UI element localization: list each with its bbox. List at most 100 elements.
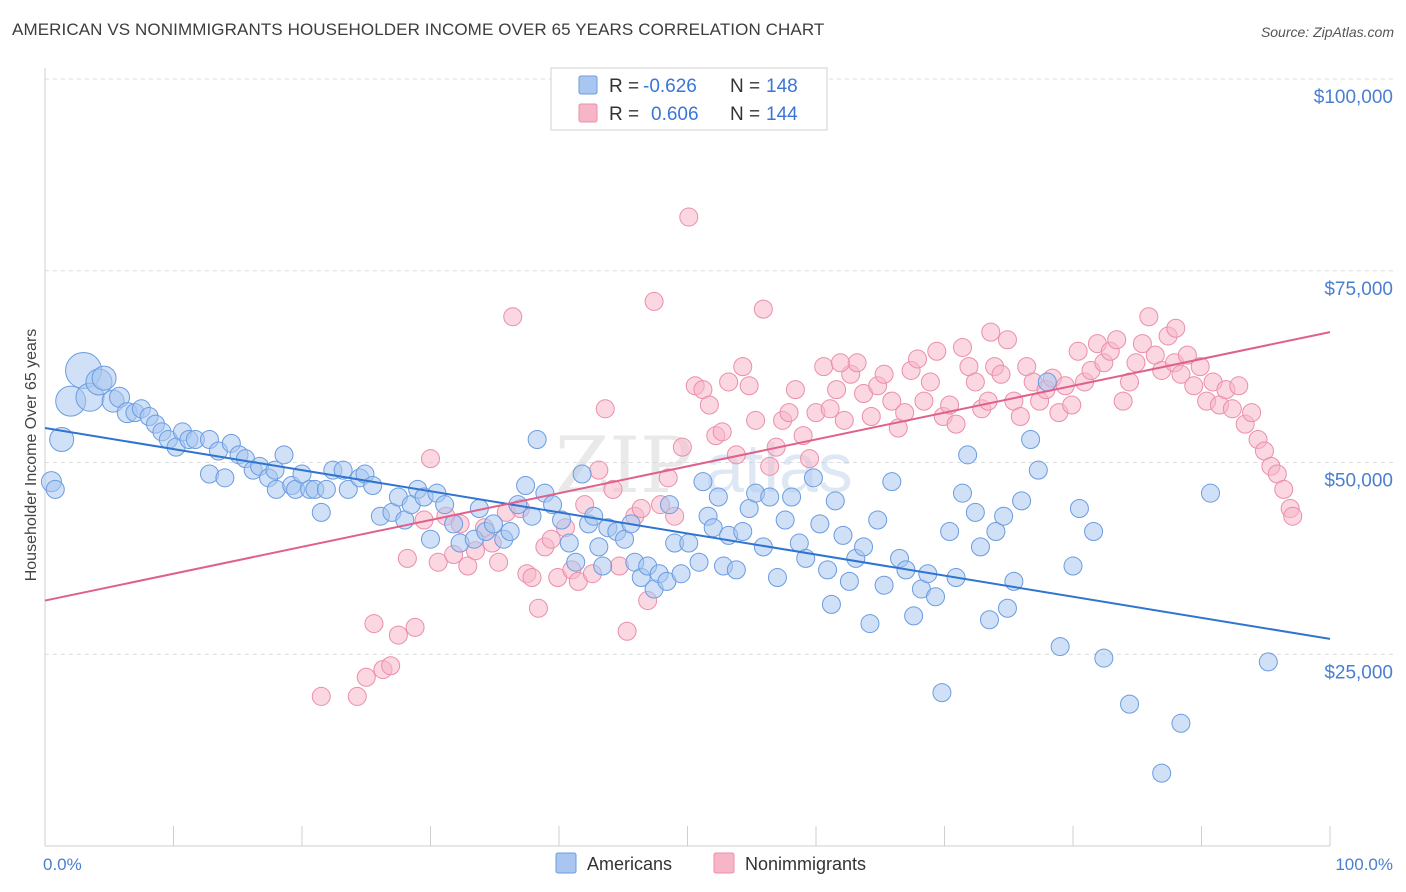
- nonimmigrants-point: [908, 349, 928, 369]
- americans-point: [1084, 522, 1104, 542]
- legend-nonimmigrants-n: 144: [766, 104, 798, 125]
- nonimmigrants-point: [311, 686, 331, 706]
- legend-americans-swatch: [578, 75, 598, 95]
- nonimmigrants-point: [733, 357, 753, 377]
- americans-point: [444, 514, 464, 534]
- nonimmigrants-point: [920, 372, 940, 392]
- nonimmigrants-point: [800, 449, 820, 469]
- nonimmigrants-point: [1171, 364, 1191, 384]
- americans-point: [958, 445, 978, 465]
- americans-point: [1152, 763, 1172, 783]
- nonimmigrants-point: [940, 395, 960, 415]
- americans-point: [689, 552, 709, 572]
- americans-point: [997, 598, 1017, 618]
- nonimmigrants-point: [1113, 391, 1133, 411]
- americans-point: [593, 556, 613, 576]
- nonimmigrants-point: [589, 460, 609, 480]
- americans-point: [940, 522, 960, 542]
- nonimmigrants-point: [421, 449, 440, 469]
- americans-point: [839, 571, 859, 591]
- americans-point: [316, 479, 336, 499]
- americans-point: [311, 502, 331, 522]
- americans-point: [552, 510, 572, 530]
- americans-points: [40, 351, 1278, 783]
- legend-r-label-2: R =: [609, 104, 639, 125]
- nonimmigrants-point: [595, 399, 615, 419]
- americans-point: [421, 529, 440, 549]
- nonimmigrants-point: [347, 686, 367, 706]
- series-legend: Americans Nonimmigrants: [555, 852, 866, 874]
- americans-point: [952, 483, 972, 503]
- nonimmigrants-point: [981, 322, 1001, 342]
- americans-point: [1050, 637, 1070, 657]
- nonimmigrants-point: [356, 667, 376, 687]
- nonimmigrants-point: [1242, 403, 1262, 423]
- x-tick-label: 0.0%: [43, 855, 82, 874]
- bottom-legend-nonimmigrants: Nonimmigrants: [745, 854, 866, 874]
- nonimmigrants-point: [997, 330, 1017, 350]
- legend-n-label-1: N =: [730, 76, 760, 97]
- americans-point: [760, 487, 780, 507]
- americans-point: [904, 606, 924, 626]
- x-tick-label: 100.0%: [1335, 855, 1393, 874]
- americans-point: [49, 426, 75, 452]
- americans-point: [726, 560, 746, 580]
- americans-point: [679, 533, 699, 553]
- nonimmigrants-point: [381, 656, 401, 676]
- nonimmigrants-point: [405, 617, 425, 637]
- americans-point: [986, 522, 1006, 542]
- americans-point: [868, 510, 888, 530]
- americans-point: [215, 468, 235, 488]
- americans-point: [860, 614, 880, 634]
- nonimmigrants-point: [830, 353, 850, 373]
- nonimmigrants-point: [458, 556, 478, 576]
- x-tick-labels: 0.0% 100.0%: [43, 855, 1393, 874]
- americans-point: [854, 537, 874, 557]
- nonimmigrants-point: [522, 568, 542, 588]
- axes: [44, 68, 1331, 847]
- nonimmigrants-point: [1139, 307, 1159, 327]
- americans-point: [782, 487, 802, 507]
- nonimmigrants-point: [1126, 353, 1146, 373]
- y-tick-label: $100,000: [1314, 87, 1393, 108]
- nonimmigrants-point: [965, 372, 985, 392]
- americans-point: [671, 564, 691, 584]
- bottom-legend-nonimmigrants-swatch: [713, 852, 735, 874]
- legend-americans-n: 148: [766, 76, 798, 97]
- nonimmigrants-point: [1229, 376, 1249, 396]
- americans-point: [1063, 556, 1083, 576]
- americans-point: [527, 429, 547, 449]
- nonimmigrants-point: [991, 364, 1011, 384]
- americans-point: [970, 537, 990, 557]
- nonimmigrants-point: [978, 391, 998, 411]
- nonimmigrants-point: [739, 376, 759, 396]
- nonimmigrants-point: [785, 380, 805, 400]
- americans-point: [483, 514, 503, 534]
- nonimmigrants-point: [644, 291, 664, 311]
- nonimmigrants-point: [793, 426, 813, 446]
- nonimmigrants-point: [428, 552, 448, 572]
- y-tick-label: $50,000: [1324, 471, 1393, 492]
- nonimmigrants-point: [388, 625, 408, 645]
- source-credit: Source: ZipAtlas.com: [1260, 24, 1394, 40]
- nonimmigrants-point: [834, 410, 854, 430]
- nonimmigrants-point: [397, 548, 417, 568]
- nonimmigrants-points: [311, 207, 1303, 706]
- nonimmigrants-point: [528, 598, 548, 618]
- americans-trend-line: [44, 426, 1331, 640]
- nonimmigrants-point: [1068, 341, 1088, 361]
- americans-point: [874, 575, 894, 595]
- nonimmigrants-point: [364, 614, 384, 634]
- y-tick-labels: $25,000 $50,000 $75,000 $100,000: [1314, 87, 1393, 683]
- nonimmigrants-point: [827, 380, 847, 400]
- americans-point: [566, 552, 586, 572]
- americans-point: [810, 514, 830, 534]
- americans-point: [274, 445, 294, 465]
- nonimmigrants-point: [814, 357, 834, 377]
- nonimmigrants-point: [603, 479, 623, 499]
- americans-point: [693, 472, 713, 492]
- nonimmigrants-point: [1062, 395, 1082, 415]
- trend-lines: [44, 331, 1331, 640]
- legend-nonimmigrants-swatch: [578, 103, 598, 123]
- americans-point: [543, 495, 563, 515]
